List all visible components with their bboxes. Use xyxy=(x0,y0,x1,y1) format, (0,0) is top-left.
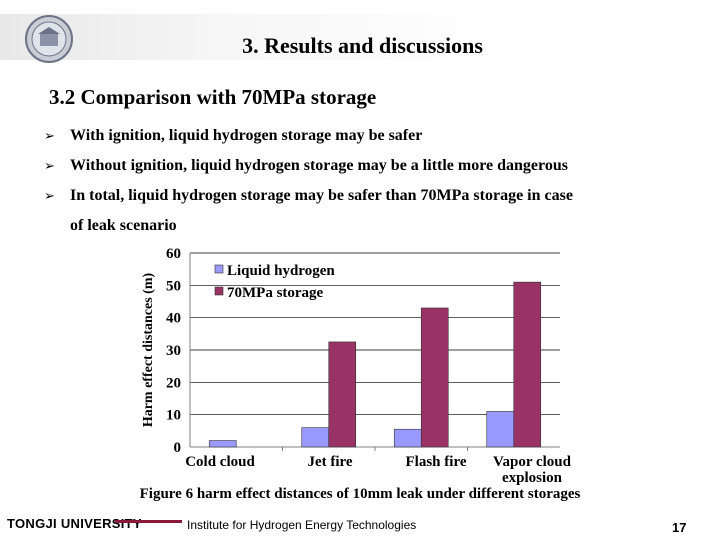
bullet-text: With ignition, liquid hydrogen storage m… xyxy=(70,127,423,144)
bar-liquid-hydrogen xyxy=(208,440,237,448)
institute-name: Institute for Hydrogen Energy Technologi… xyxy=(187,518,417,532)
legend-swatch xyxy=(214,264,224,274)
legend-label: Liquid hydrogen xyxy=(227,263,335,279)
bullet-item: ➢ With ignition, liquid hydrogen storage … xyxy=(44,127,422,145)
bullet-text: Without ignition, liquid hydrogen storag… xyxy=(70,157,568,174)
bullet-item: ➢ Without ignition, liquid hydrogen stora… xyxy=(44,157,568,175)
arrow-bullet-icon: ➢ xyxy=(44,189,55,204)
arrow-bullet-icon: ➢ xyxy=(44,129,55,144)
bar-liquid-hydrogen xyxy=(486,411,515,448)
bar-liquid-hydrogen xyxy=(393,428,422,448)
figure-caption: Figure 6 harm effect distances of 10mm l… xyxy=(139,486,581,502)
legend-label: 70MPa storage xyxy=(227,285,324,301)
y-tick-label: 60 xyxy=(166,246,181,262)
bar-70mpa-storage xyxy=(420,307,449,448)
arrow-bullet-icon: ➢ xyxy=(44,159,55,174)
y-tick-label: 50 xyxy=(166,278,181,294)
bullet-text: In total, liquid hydrogen storage may be… xyxy=(70,187,573,204)
bar-70mpa-storage xyxy=(328,341,357,448)
header-band xyxy=(0,14,720,60)
x-tick-label: Cold cloud xyxy=(185,454,255,470)
bar-70mpa-storage xyxy=(513,281,542,448)
y-tick-label: 10 xyxy=(166,408,181,424)
university-seal-icon xyxy=(25,15,73,63)
bar-liquid-hydrogen xyxy=(301,427,330,448)
y-tick-label: 30 xyxy=(166,343,181,359)
footer-divider xyxy=(115,520,182,523)
legend-swatch xyxy=(214,286,224,296)
y-tick-label: 40 xyxy=(166,311,181,327)
y-tick-label: 0 xyxy=(174,440,182,456)
bullet-item: ➢ In total, liquid hydrogen storage may b… xyxy=(44,187,573,205)
page-number: 17 xyxy=(672,520,687,535)
university-logo: TONGJI UNIVERSITY xyxy=(7,516,142,531)
x-tick-label: Vapor cloud explosion xyxy=(493,454,572,486)
section-title: 3.2 Comparison with 70MPa storage xyxy=(49,85,377,109)
x-tick-label: Jet fire xyxy=(307,454,352,470)
y-tick-label: 20 xyxy=(166,375,181,391)
x-tick-label: Flash fire xyxy=(406,454,467,470)
slide-title: 3. Results and discussions xyxy=(242,33,483,58)
y-axis-label: Harm effect distances (m) xyxy=(141,272,156,427)
bullet-continuation: of leak scenario xyxy=(70,217,177,234)
